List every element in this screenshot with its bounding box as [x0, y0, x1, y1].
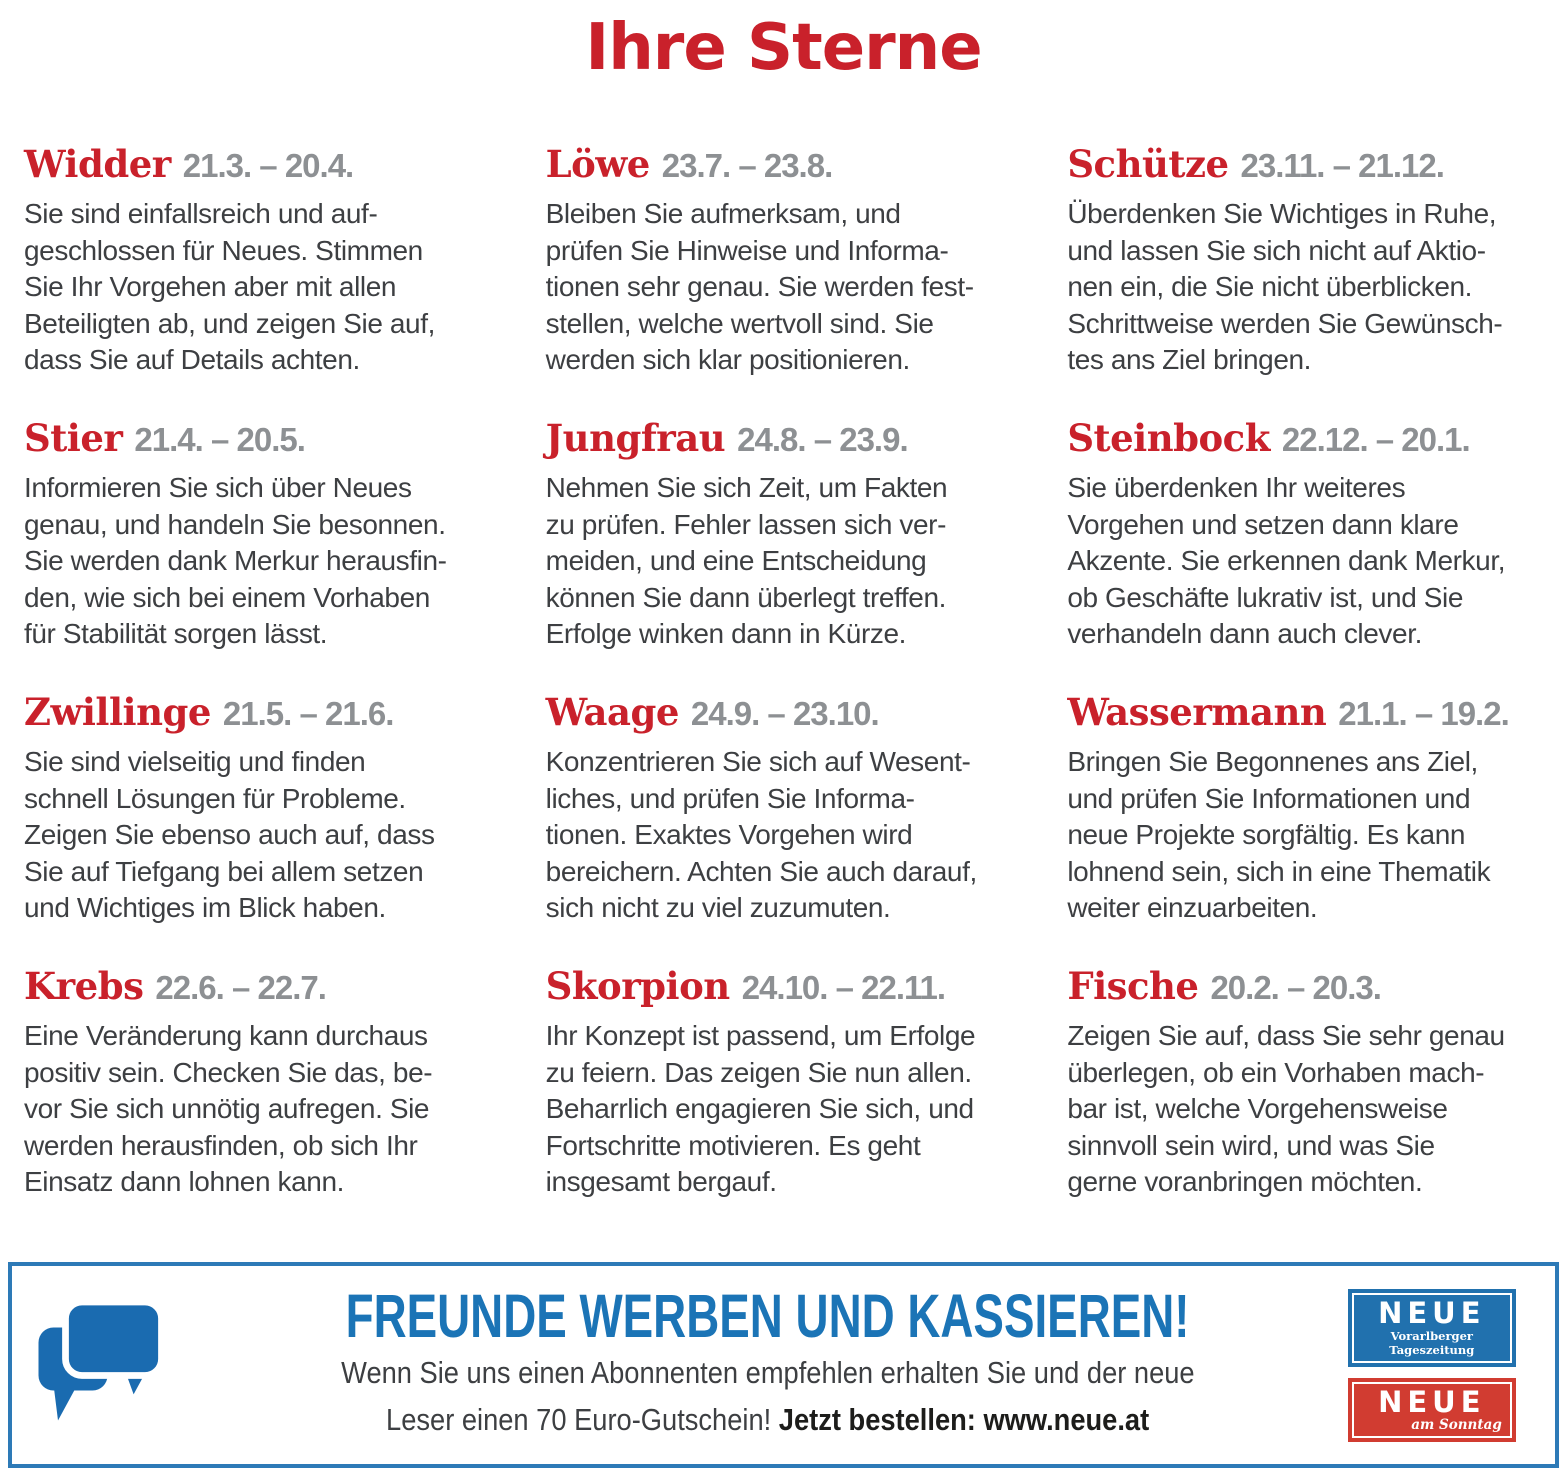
sign-dates: 21.1. – 19.2. [1338, 695, 1509, 732]
entry-heading: Widder 21.3. – 20.4. [24, 142, 500, 186]
entry-heading: Wassermann 21.1. – 19.2. [1067, 690, 1543, 734]
sign-name: Schütze [1067, 142, 1229, 186]
horoscope-entry-krebs: Krebs 22.6. – 22.7. Eine Veränderung kann… [24, 964, 500, 1238]
horoscope-text: Sie sind vielseitig und finden schnell L… [24, 746, 435, 923]
horoscope-entry-skorpion: Skorpion 24.10. – 22.11. Ihr Konzept ist … [546, 964, 1022, 1238]
page-title: Ihre Sterne [585, 11, 982, 85]
entry-heading: Schütze 23.11. – 21.12. [1067, 142, 1543, 186]
entry-heading: Waage 24.9. – 23.10. [546, 690, 1022, 734]
sign-name: Widder [24, 142, 171, 186]
horoscope-entry-wassermann: Wassermann 21.1. – 19.2. Bringen Sie Bego… [1067, 690, 1543, 964]
ad-text-line-2: Leser einen 70 Euro-Gutschein! Jetzt bes… [205, 1399, 1330, 1446]
horoscope-entry-fische: Fische 20.2. – 20.3. Zeigen Sie auf, dass… [1067, 964, 1543, 1238]
entry-heading: Löwe 23.7. – 23.8. [546, 142, 1022, 186]
logo-subtitle: am Sonntag [1411, 1416, 1502, 1433]
sign-name: Waage [545, 690, 680, 734]
horoscope-text: Zeigen Sie auf, dass Sie sehr genau über… [1067, 1020, 1505, 1197]
horoscope-entry-schuetze: Schütze 23.11. – 21.12. Überdenken Sie Wi… [1067, 142, 1543, 416]
entry-heading: Krebs 22.6. – 22.7. [24, 964, 500, 1008]
horoscope-entry-steinbock: Steinbock 22.12. – 20.1. Sie überdenken I… [1067, 416, 1543, 690]
neue-am-sonntag-logo: NEUE am Sonntag [1347, 1377, 1516, 1442]
horoscope-entry-widder: Widder 21.3. – 20.4. Sie sind einfallsrei… [24, 142, 500, 416]
sign-name: Krebs [24, 964, 144, 1008]
horoscope-text: Informieren Sie sich über Neues genau, u… [24, 472, 447, 649]
ad-text-line-2-prefix: Leser einen 70 Euro-Gutschein! [386, 1402, 780, 1437]
sign-name: Skorpion [545, 964, 731, 1008]
ad-text-line-2-inner: Leser einen 70 Euro-Gutschein! Jetzt bes… [386, 1399, 1149, 1440]
logo-subtitle: Vorarlberger Tageszeitung [1389, 1328, 1475, 1357]
logo-inner: NEUE Vorarlberger Tageszeitung [1351, 1292, 1512, 1363]
sign-dates: 24.9. – 23.10. [690, 695, 880, 732]
horoscope-entry-jungfrau: Jungfrau 24.8. – 23.9. Nehmen Sie sich Ze… [546, 416, 1022, 690]
sign-name: Wassermann [1067, 690, 1327, 734]
logo-inner: NEUE am Sonntag [1351, 1381, 1512, 1438]
ad-order-url: Jetzt bestellen: www.neue.at [779, 1402, 1150, 1437]
sign-dates: 21.3. – 20.4. [182, 147, 354, 184]
horoscope-text: Ihr Konzept ist passend, um Erfolge zu f… [545, 1020, 976, 1197]
sign-name: Fische [1067, 964, 1199, 1008]
sign-name: Jungfrau [545, 416, 726, 460]
horoscope-text: Eine Veränderung kann durchaus positiv s… [24, 1020, 433, 1197]
ad-icon-wrap [12, 1295, 205, 1435]
sign-name: Zwillinge [24, 690, 211, 734]
horoscope-entry-zwillinge: Zwillinge 21.5. – 21.6. Sie sind vielseit… [24, 690, 500, 964]
horoscope-text: Konzentrieren Sie sich auf Wesent- liche… [545, 746, 978, 923]
sign-name: Steinbock [1067, 416, 1270, 460]
entry-heading: Steinbock 22.12. – 20.1. [1067, 416, 1543, 460]
ad-logos: NEUE Vorarlberger Tageszeitung NEUE am S… [1331, 1288, 1555, 1442]
sign-dates: 22.6. – 22.7. [155, 969, 326, 1006]
entry-heading: Fische 20.2. – 20.3. [1067, 964, 1543, 1008]
horoscope-entry-stier: Stier 21.4. – 20.5. Informieren Sie sich … [24, 416, 500, 690]
ad-text-line-1-inner: Wenn Sie uns einen Abonnenten empfehlen … [341, 1355, 1195, 1390]
sign-dates: 21.5. – 21.6. [222, 695, 394, 732]
horoscope-text: Bleiben Sie aufmerksam, und prüfen Sie H… [545, 198, 974, 375]
ad-text-block: FREUNDE WERBEN UND KASSIEREN! Wenn Sie u… [205, 1284, 1330, 1446]
sign-name: Stier [24, 416, 123, 460]
logo-title: NEUE [1378, 1384, 1486, 1419]
horoscope-text: Sie überdenken Ihr weiteres Vorgehen und… [1067, 472, 1506, 649]
sign-dates: 23.11. – 21.12. [1240, 147, 1445, 184]
subscription-ad-banner: FREUNDE WERBEN UND KASSIEREN! Wenn Sie u… [8, 1262, 1559, 1468]
horoscope-text: Sie sind einfallsreich und auf- geschlos… [24, 198, 435, 375]
sign-dates: 24.10. – 22.11. [741, 969, 946, 1006]
sign-dates: 22.12. – 20.1. [1281, 421, 1471, 458]
sign-dates: 20.2. – 20.3. [1210, 969, 1381, 1006]
horoscope-text: Bringen Sie Begonnenes ans Ziel, und prü… [1067, 746, 1491, 923]
sign-dates: 23.7. – 23.8. [661, 147, 833, 184]
entry-heading: Zwillinge 21.5. – 21.6. [24, 690, 500, 734]
sign-dates: 24.8. – 23.9. [737, 421, 908, 458]
speech-bubbles-icon [38, 1298, 165, 1421]
entry-heading: Jungfrau 24.8. – 23.9. [546, 416, 1022, 460]
sign-dates: 21.4. – 20.5. [134, 421, 305, 458]
horoscope-text: Nehmen Sie sich Zeit, um Fakten zu prüfe… [545, 472, 948, 649]
ad-headline: FREUNDE WERBEN UND KASSIEREN! [346, 1282, 1190, 1350]
horoscope-entry-loewe: Löwe 23.7. – 23.8. Bleiben Sie aufmerksam… [546, 142, 1022, 416]
horoscope-entry-waage: Waage 24.9. – 23.10. Konzentrieren Sie si… [546, 690, 1022, 964]
logo-title: NEUE [1378, 1295, 1486, 1330]
neue-tageszeitung-logo: NEUE Vorarlberger Tageszeitung [1347, 1288, 1516, 1367]
entry-heading: Skorpion 24.10. – 22.11. [546, 964, 1022, 1008]
horoscope-text: Überdenken Sie Wichtiges in Ruhe, und la… [1067, 198, 1503, 375]
sign-name: Löwe [545, 142, 651, 186]
ad-text-line-1: Wenn Sie uns einen Abonnenten empfehlen … [205, 1352, 1330, 1399]
horoscope-grid: Widder 21.3. – 20.4. Sie sind einfallsrei… [0, 142, 1567, 1238]
entry-heading: Stier 21.4. – 20.5. [24, 416, 500, 460]
